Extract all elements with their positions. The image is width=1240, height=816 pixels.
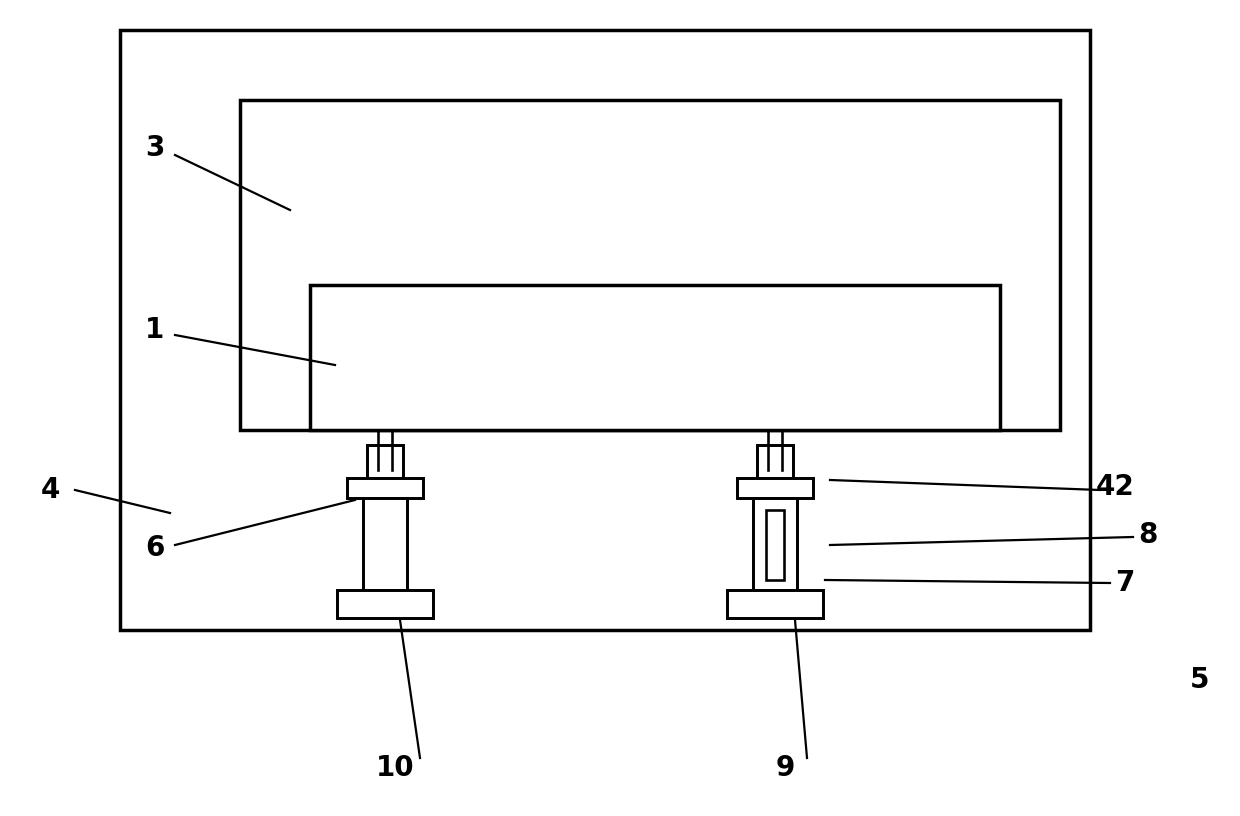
Text: 7: 7	[1115, 569, 1135, 597]
Bar	[737, 478, 813, 498]
Bar	[347, 478, 423, 498]
Bar	[310, 285, 999, 430]
Bar	[766, 510, 784, 580]
Text: 4: 4	[41, 476, 60, 504]
Bar	[120, 30, 1090, 630]
Bar	[363, 498, 407, 590]
Bar	[337, 590, 433, 618]
Text: 8: 8	[1138, 521, 1158, 549]
Bar	[367, 445, 403, 480]
Text: 6: 6	[145, 534, 165, 562]
Text: 10: 10	[376, 754, 414, 782]
Text: 42: 42	[1096, 473, 1135, 501]
Text: 5: 5	[1190, 666, 1210, 694]
Text: 1: 1	[145, 316, 165, 344]
Text: 3: 3	[145, 134, 165, 162]
Bar	[753, 498, 797, 590]
Bar	[727, 590, 823, 618]
Bar	[756, 445, 794, 480]
Bar	[241, 100, 1060, 430]
Text: 9: 9	[775, 754, 795, 782]
